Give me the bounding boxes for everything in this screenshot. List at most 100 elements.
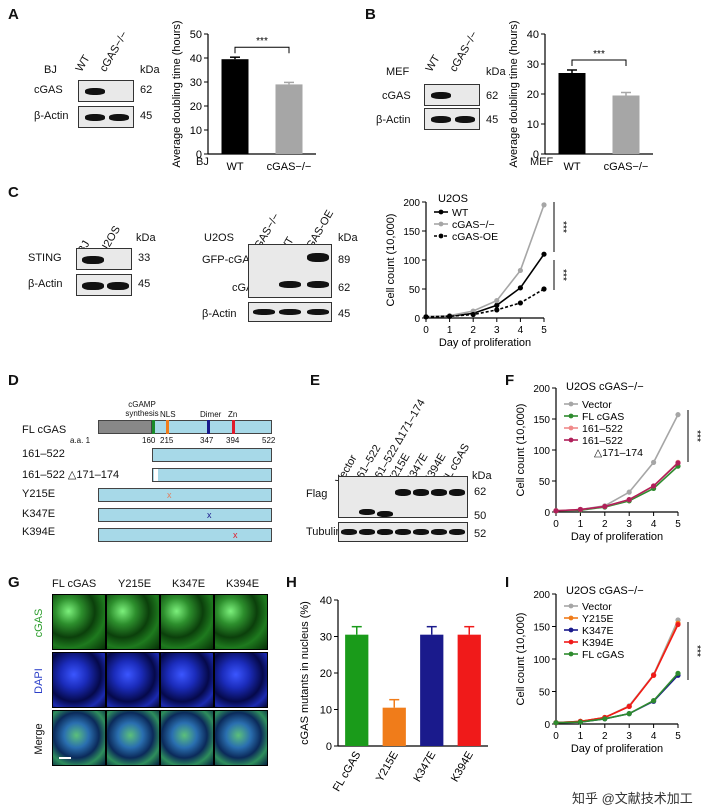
blot-e-kda-1: 62 xyxy=(474,486,487,498)
series-point-3 xyxy=(675,621,681,628)
micro-row-dapi: DAPI xyxy=(33,668,45,694)
chart-title: U2OS cGAS−/− xyxy=(566,585,644,597)
blot-c2-row-3: β-Actin xyxy=(202,308,237,320)
panel-letter-h: H xyxy=(286,574,297,591)
blot-b-lane-2: cGAS−/− xyxy=(447,29,481,74)
blot-b-row-2: β-Actin xyxy=(376,114,411,126)
y-tick-label: 0 xyxy=(544,508,550,519)
blot-b-kda-2: 45 xyxy=(486,114,499,126)
x-tick-label: 3 xyxy=(626,731,632,742)
micro-row-cgas: cGAS xyxy=(33,608,45,638)
construct-5: K394E xyxy=(22,526,56,538)
blot-c2-cell: U2OS xyxy=(204,232,234,244)
significance-label: *** xyxy=(557,269,568,281)
legend-marker-0 xyxy=(568,401,574,407)
y-tick-label: 100 xyxy=(533,655,550,666)
bar-3 xyxy=(457,634,481,746)
y-tick-label: 100 xyxy=(533,446,550,457)
blot-a-lane-2: cGAS−/− xyxy=(97,29,131,74)
panel-letter-i: I xyxy=(505,574,510,591)
chart-title: U2OS xyxy=(438,193,468,205)
aa-label: a.a. 1 xyxy=(70,436,91,445)
significance-label: *** xyxy=(691,430,702,442)
significance-label: *** xyxy=(557,221,568,233)
series-point-0 xyxy=(675,412,681,418)
micro-col-4: K394E xyxy=(226,578,260,590)
y-tick-label: 200 xyxy=(403,198,420,209)
series-point-2 xyxy=(447,313,453,319)
bar-2 xyxy=(420,634,444,746)
domain-marker-zn xyxy=(232,420,235,434)
y-axis-label: cGAS mutants in nucleus (%) xyxy=(299,601,311,745)
series-point-3 xyxy=(626,703,632,710)
domain-cgamp: cGAMP synthesis xyxy=(125,400,159,418)
panel-letter-a: A xyxy=(8,6,19,23)
y-tick-label: 100 xyxy=(403,256,420,267)
y-tick-label: 0 xyxy=(414,314,420,325)
legend-label-2: cGAS-OE xyxy=(452,231,498,243)
series-point-1 xyxy=(541,202,547,208)
legend-label-1: Y215E xyxy=(582,613,614,625)
legend-marker-2 xyxy=(438,233,444,239)
micro-col-2: Y215E xyxy=(118,578,152,590)
blot-c1-kda-label: kDa xyxy=(136,232,156,244)
micro-merge-2 xyxy=(106,710,160,766)
blot-e-row-1: Flag xyxy=(306,488,328,500)
blot-a-kda-2: 45 xyxy=(140,110,153,122)
y-tick-label: 40 xyxy=(527,29,539,41)
x-tick-label: 4 xyxy=(518,325,524,336)
domain-nls: NLS xyxy=(160,410,176,419)
y-tick-label: 50 xyxy=(539,688,551,699)
chart-i: 0 50 100 150 200 0 1 2 3 4 5 Day of proliferation Ce… xyxy=(515,585,702,755)
series-point-0 xyxy=(651,459,657,465)
significance-label: *** xyxy=(256,36,268,47)
x-tick-label: 5 xyxy=(675,731,681,742)
y-tick-label: 150 xyxy=(533,623,550,634)
series-line-1 xyxy=(555,622,679,724)
construct-3-bar: x xyxy=(98,488,272,502)
y-tick-label: 20 xyxy=(190,101,202,113)
legend-marker-1 xyxy=(438,221,444,227)
series-point-1 xyxy=(494,298,500,304)
series-line-4 xyxy=(555,672,679,724)
x-tick-label: 4 xyxy=(651,519,657,530)
x-axis-label: Day of proliferation xyxy=(439,337,531,349)
legend-label-4: FL cGAS xyxy=(582,649,624,661)
y-tick-label: 0 xyxy=(533,149,539,161)
series-line-2 xyxy=(425,288,545,318)
series-point-0 xyxy=(494,302,500,308)
legend-label-3: 161–522 xyxy=(582,435,623,447)
construct-1: 161–522 xyxy=(22,448,65,460)
blot-b-cell: MEF xyxy=(386,66,410,78)
y-tick-label: 50 xyxy=(409,285,421,296)
series-point-3 xyxy=(553,508,559,514)
series-point-1 xyxy=(517,267,523,274)
blot-a-cell: BJ xyxy=(44,64,57,76)
x-tick-label: WT xyxy=(226,161,243,173)
y-tick-label: 10 xyxy=(190,125,202,137)
blot-e-kda-label: kDa xyxy=(472,470,492,482)
blot-c1-sting xyxy=(76,248,132,270)
series-point-4 xyxy=(602,716,608,722)
series-point-4 xyxy=(626,711,632,717)
y-tick-label: 150 xyxy=(403,227,420,238)
construct-4-bar: x xyxy=(98,508,272,522)
x-tick-label: 1 xyxy=(447,325,453,336)
panel-letter-f: F xyxy=(505,372,515,389)
series-line-3 xyxy=(555,624,679,724)
chart-b: 0 10 20 30 40 WT cGAS−/− Average doubling time … xyxy=(508,20,653,173)
x-axis-label: Day of proliferation xyxy=(571,531,663,543)
pos-394: 394 xyxy=(226,436,240,445)
y-tick-label: 0 xyxy=(544,720,550,731)
micro-gfp-2 xyxy=(106,594,160,650)
x-tick-label: 2 xyxy=(602,731,608,742)
x-tick-label: 0 xyxy=(553,519,559,530)
series-point-3 xyxy=(626,497,632,503)
chart-title: U2OS cGAS−/− xyxy=(566,381,644,393)
blot-b-cgas xyxy=(424,84,480,106)
construct-5-bar: x xyxy=(98,528,272,542)
panel-letter-e: E xyxy=(310,372,321,389)
series-point-3 xyxy=(675,460,681,466)
blot-c2-kda-label: kDa xyxy=(338,232,358,244)
legend-label-3: K394E xyxy=(582,637,614,649)
